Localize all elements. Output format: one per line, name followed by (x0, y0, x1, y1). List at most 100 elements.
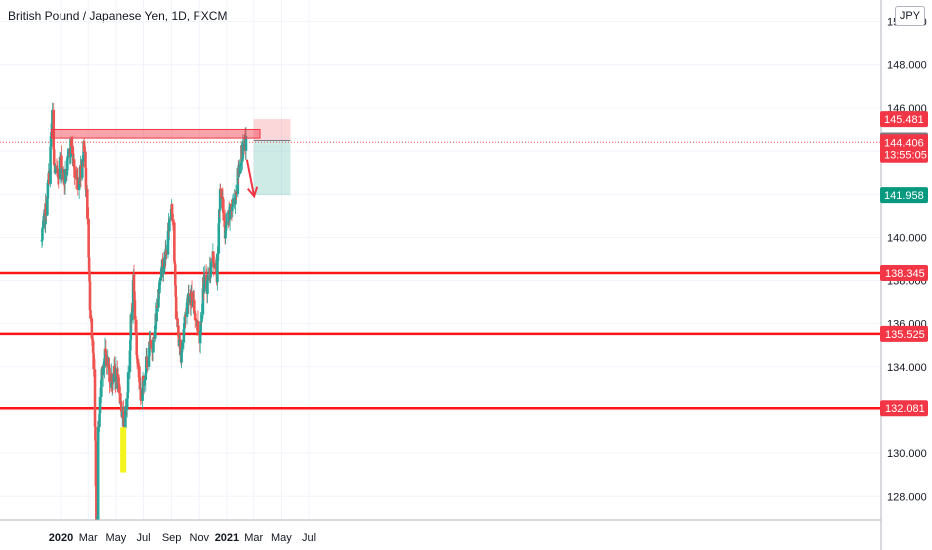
candle-body (173, 261, 177, 265)
candle-body (157, 289, 160, 308)
candle-body (155, 305, 158, 322)
candle-body (127, 372, 130, 374)
candle-body (182, 328, 186, 343)
candle-body (135, 355, 139, 359)
candle-body (241, 141, 245, 159)
candle-body (107, 364, 111, 369)
support-price-label: 138.345 (885, 268, 925, 280)
support-price-tag (880, 325, 928, 342)
candle-body (98, 413, 101, 427)
candle-body (142, 375, 145, 383)
candle-body (195, 320, 198, 322)
position-stop-zone (253, 119, 291, 141)
candle-body (47, 173, 51, 184)
candle-body (171, 213, 174, 221)
candle-body (79, 165, 83, 178)
candle-body (169, 208, 173, 220)
candle-body (147, 356, 151, 367)
candle-body (105, 354, 108, 366)
candle-body (90, 338, 94, 340)
candle-body (197, 331, 200, 334)
candle-body (222, 213, 226, 221)
candle-body (53, 164, 56, 166)
candle-body (78, 179, 82, 181)
candle-body (117, 383, 121, 394)
candle-body (198, 331, 202, 344)
candle-body (231, 198, 235, 205)
candle-body (192, 300, 196, 311)
candle-body (228, 203, 232, 220)
candle-body (178, 339, 181, 346)
candle-body (104, 350, 108, 355)
candle-body (63, 169, 67, 184)
price-tag (880, 111, 928, 128)
candle-body (244, 136, 248, 151)
candle-body (171, 220, 175, 223)
price-tag-label: 144.406 (884, 137, 924, 149)
candle-body (104, 348, 107, 351)
candle-body (120, 401, 123, 410)
candle-body (183, 323, 186, 329)
candle-body (41, 226, 45, 229)
price-tag-label: 13:55:05 (884, 150, 927, 162)
candle-body (212, 267, 216, 269)
candle-body (158, 285, 161, 294)
candle-body (206, 276, 210, 281)
candle-body (216, 253, 219, 283)
candle-body (72, 159, 76, 167)
candle-body (110, 381, 114, 385)
candle-body (177, 325, 180, 336)
candle-body (69, 156, 72, 158)
candle-body (139, 387, 143, 400)
candle-body (93, 369, 97, 427)
candle-body (88, 270, 91, 282)
candle-body (152, 337, 155, 352)
candle-body (165, 250, 168, 255)
candle-body (133, 291, 136, 300)
candle-body (116, 374, 120, 378)
candle-body (224, 230, 227, 239)
candle-body (56, 168, 60, 177)
candle-body (188, 293, 192, 296)
candle-body (133, 299, 137, 320)
candle-body (166, 230, 170, 255)
candle-body (76, 178, 80, 190)
x-tick-label: May (105, 532, 126, 544)
candle-body (132, 274, 136, 292)
candle-body (174, 285, 178, 297)
candle-body (150, 344, 154, 349)
candle-body (222, 199, 225, 214)
candle-body (51, 109, 54, 124)
support-price-tag (880, 265, 928, 282)
candle-body (60, 168, 64, 174)
candle-body (88, 281, 92, 311)
candle-body (81, 155, 85, 162)
candle-body (179, 339, 182, 355)
candle-body (112, 366, 116, 383)
candle-body (183, 316, 187, 324)
candle-body (149, 339, 153, 345)
chart-title: British Pound / Japanese Yen, 1D, FXCM (8, 9, 228, 23)
candle-body (192, 299, 196, 301)
candle-body (206, 280, 209, 295)
candle-body (181, 342, 184, 348)
candle-body (84, 167, 88, 190)
candle-body (87, 257, 91, 271)
candle-body (66, 153, 70, 156)
support-price-label: 132.081 (885, 403, 925, 415)
currency-button[interactable]: JPY (895, 6, 925, 26)
candle-body (70, 138, 73, 147)
candle-body (161, 259, 164, 262)
candle-body (136, 359, 140, 367)
candle-body (66, 155, 70, 158)
candle-body (234, 196, 237, 204)
candle-body (82, 141, 86, 152)
y-tick-label: 140.000 (887, 232, 927, 244)
candle-body (91, 341, 95, 354)
candle-body (201, 288, 205, 315)
candle-body (65, 170, 69, 176)
candle-body (126, 392, 129, 399)
candle-body (231, 206, 234, 212)
candle-body (96, 427, 100, 524)
